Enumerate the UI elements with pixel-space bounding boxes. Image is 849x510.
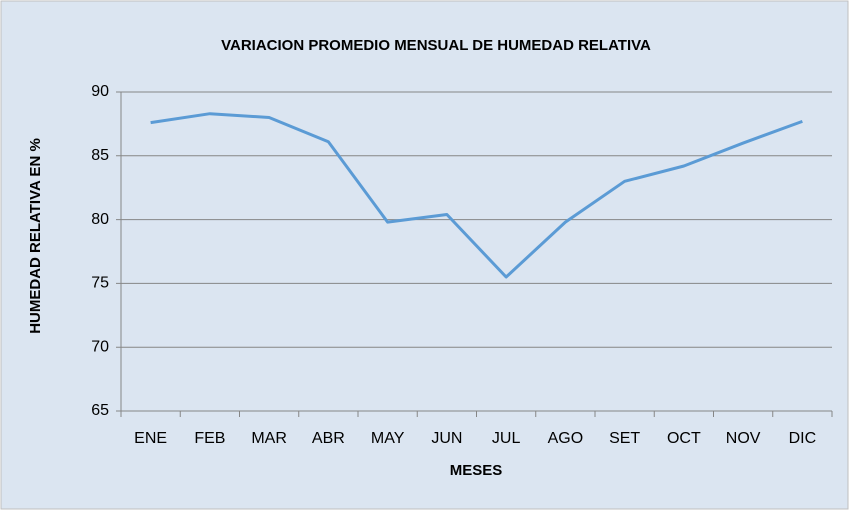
y-axis-title: HUMEDAD RELATIVA EN % [27,138,44,334]
x-axis-title: MESES [450,462,503,479]
x-tick-label: NOV [726,430,761,447]
y-tick-label: 70 [91,338,109,355]
x-tick-label: DIC [789,430,817,447]
chart-title: VARIACION PROMEDIO MENSUAL DE HUMEDAD RE… [221,37,651,54]
x-tick-label: SET [609,430,640,447]
x-tick-label: OCT [667,430,701,447]
x-tick-label: FEB [194,430,225,447]
y-tick-label: 75 [91,275,109,292]
x-tick-label: AGO [548,430,584,447]
data-line [150,112,803,279]
x-tick-label: MAR [251,430,287,447]
x-tick-label: JUL [492,430,521,447]
y-tick-label: 85 [91,147,109,164]
y-tick-label: 65 [91,402,109,419]
x-tick-label: ABR [312,430,345,447]
y-tick-label: 80 [91,211,109,228]
x-tick-label: JUN [431,430,462,447]
x-tick-label: ENE [134,430,167,447]
y-tick-label: 90 [91,83,109,100]
x-tick-label: MAY [371,430,405,447]
